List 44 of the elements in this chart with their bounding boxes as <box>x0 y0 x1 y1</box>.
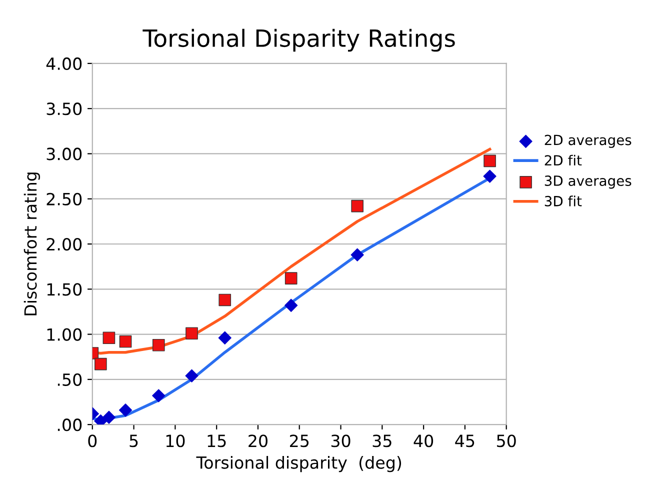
point <box>350 248 364 262</box>
x-tick-label: 15 <box>208 434 226 448</box>
point <box>218 331 232 344</box>
x-tick-label: 40 <box>414 434 434 448</box>
x-tick-label: 45 <box>455 434 474 448</box>
y-tick-label: .50 <box>58 373 82 386</box>
y-tick-label: 1.50 <box>47 283 82 296</box>
point <box>152 389 166 402</box>
y-tick-label: 4.00 <box>46 57 82 70</box>
y-tick-label: 2.50 <box>46 192 82 206</box>
y-tick-label: .00 <box>58 418 82 432</box>
legend-label: 2D averages <box>544 134 632 148</box>
x-axis-title: Torsional disparity (deg) <box>196 456 402 472</box>
point <box>351 200 364 212</box>
point <box>484 154 496 168</box>
point <box>152 338 165 352</box>
point <box>284 272 298 284</box>
point <box>118 404 132 417</box>
point <box>218 294 232 306</box>
y-axis-title: Discomfort rating <box>24 172 40 316</box>
x-tick-label: 5 <box>130 434 138 448</box>
x-tick-label: 20 <box>248 434 268 448</box>
legend-label: 2D fit <box>544 154 582 166</box>
y-tick-label: 1.00 <box>47 328 82 341</box>
point <box>102 332 116 344</box>
y-tick-label: 3.00 <box>46 148 82 160</box>
y-tick-label: 3.50 <box>46 102 82 116</box>
y-tick-label: 2.00 <box>46 238 82 251</box>
point <box>119 335 132 348</box>
point <box>284 298 298 312</box>
x-tick-label: 10 <box>166 434 185 448</box>
point <box>94 358 107 370</box>
x-tick-label: 0 <box>88 434 97 448</box>
x-tick-label: 25 <box>290 434 309 448</box>
x-tick-label: 30 <box>331 434 350 448</box>
x-tick-label: 35 <box>372 434 392 448</box>
x-tick-label: 50 <box>497 434 516 448</box>
point <box>186 327 198 340</box>
legend-label: 3D averages <box>544 175 632 189</box>
point <box>102 410 116 424</box>
legend-label: 3D fit <box>544 196 582 206</box>
chart-title: Torsional Disparity Ratings <box>142 28 455 52</box>
point <box>483 170 496 183</box>
point <box>185 369 198 382</box>
